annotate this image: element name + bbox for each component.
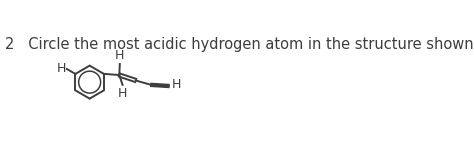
Text: H: H xyxy=(115,49,125,62)
Text: H: H xyxy=(56,62,66,75)
Text: 2   Circle the most acidic hydrogen atom in the structure shown below.  (3pts): 2 Circle the most acidic hydrogen atom i… xyxy=(5,37,474,52)
Text: H: H xyxy=(172,78,182,91)
Text: H: H xyxy=(118,87,127,100)
